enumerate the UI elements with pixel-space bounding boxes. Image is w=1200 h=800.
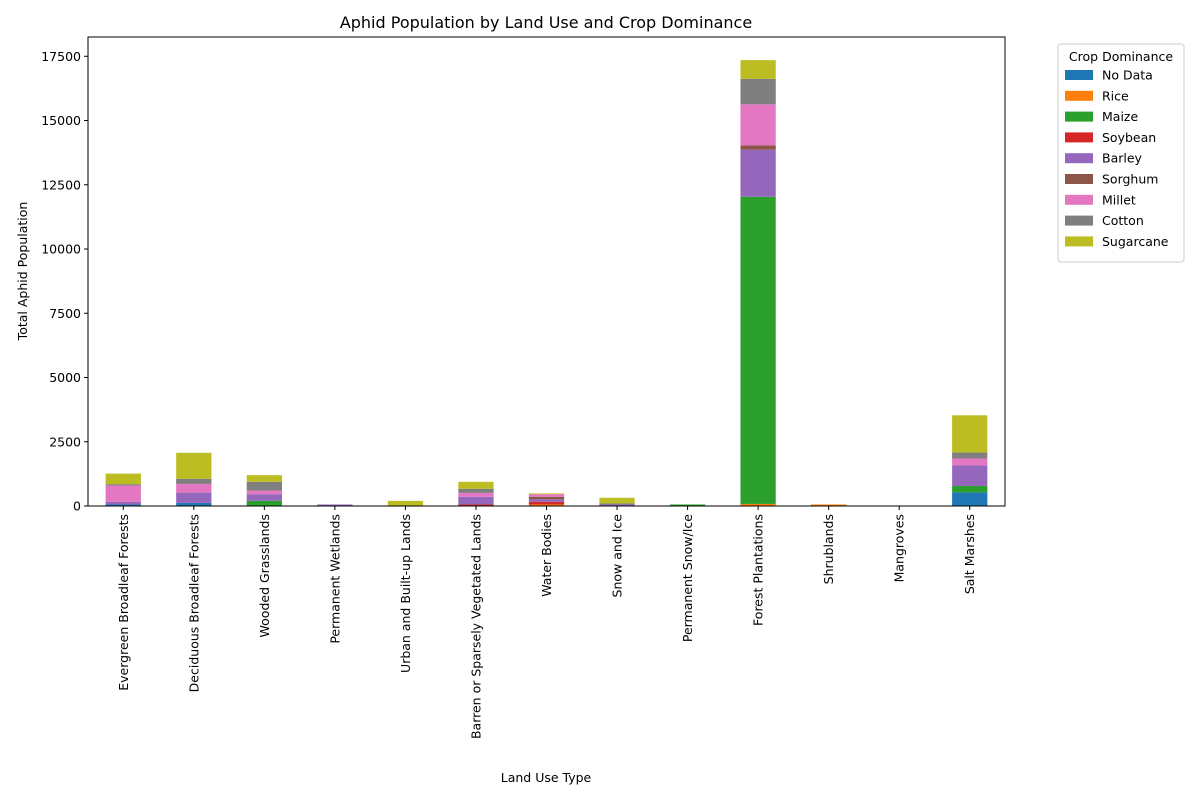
legend-swatch	[1065, 236, 1093, 247]
x-tick-label: Urban and Built-up Lands	[398, 514, 413, 673]
bar-segment	[105, 484, 141, 486]
bar-segment	[740, 104, 776, 146]
y-axis-label: Total Aphid Population	[15, 202, 30, 342]
bar-segment	[740, 145, 776, 150]
bar-segment	[176, 483, 212, 493]
legend-swatch	[1065, 132, 1093, 143]
x-tick-label: Mangroves	[892, 514, 907, 582]
y-tick-label: 12500	[41, 177, 81, 192]
bar-segment	[952, 415, 988, 453]
legend-swatch	[1065, 194, 1093, 205]
bar-segment	[528, 493, 565, 495]
bar-segment	[740, 149, 776, 197]
bar-segment	[176, 478, 212, 484]
bar-segment	[740, 60, 776, 79]
bar-segment	[105, 501, 141, 505]
bar-segment	[528, 504, 565, 506]
legend-label: Sorghum	[1102, 172, 1158, 187]
y-tick-label: 2500	[49, 434, 81, 449]
y-tick-label: 0	[73, 499, 81, 514]
bar-segment	[740, 503, 776, 506]
legend: Crop Dominance No Data Rice Maize Soybean Ba…	[1057, 43, 1185, 263]
legend-label: Barley	[1102, 151, 1143, 166]
legend-swatch	[1065, 111, 1093, 122]
bar-segment	[952, 458, 988, 466]
bar-segment	[246, 490, 282, 495]
bar-segment	[952, 485, 988, 493]
bar-segment	[528, 499, 565, 502]
legend-label: Soybean	[1102, 130, 1156, 145]
x-tick-label: Permanent Snow/Ice	[680, 514, 695, 642]
bar-segment	[740, 78, 776, 105]
bar-segment	[599, 497, 635, 504]
legend-label: Cotton	[1102, 213, 1144, 228]
bar-segment	[528, 501, 565, 505]
y-tick-label: 17500	[41, 49, 81, 64]
bar-segment	[105, 473, 141, 485]
legend-swatch	[1065, 90, 1093, 101]
y-tick-label: 7500	[49, 306, 81, 321]
bar-segment	[458, 492, 494, 497]
x-axis-label: Land Use Type	[501, 770, 592, 785]
legend-label: Rice	[1102, 88, 1129, 103]
bar-segment	[458, 481, 494, 489]
y-tick-label: 5000	[49, 370, 81, 385]
bar-segment	[952, 465, 988, 486]
bar-segment	[176, 492, 212, 503]
bar-segment	[246, 481, 282, 491]
bar-segment	[952, 492, 988, 506]
bar-segment	[599, 503, 635, 505]
chart-title: Aphid Population by Land Use and Crop Do…	[340, 13, 752, 32]
x-tick-label: Wooded Grasslands	[257, 514, 272, 637]
bar-segment	[105, 504, 141, 506]
bar-segment	[528, 496, 565, 500]
legend-label: Millet	[1102, 192, 1136, 207]
bar-segment	[740, 196, 776, 504]
legend-label: No Data	[1102, 68, 1153, 83]
x-tick-label: Permanent Wetlands	[327, 514, 342, 644]
bar-segment	[458, 488, 494, 493]
x-tick-label: Evergreen Broadleaf Forests	[116, 514, 131, 691]
y-tick-label: 10000	[41, 242, 81, 257]
legend-title: Crop Dominance	[1069, 49, 1173, 64]
plot-area: 0 2500 5000 7500 10000 12500 15000 17500 Evergre…	[41, 36, 1006, 739]
bar-segment	[458, 496, 494, 505]
x-tick-label: Shrublands	[821, 514, 836, 584]
bar-segment	[105, 485, 141, 502]
bar-segment	[176, 452, 212, 479]
bar-segment	[952, 452, 988, 459]
bar-segment	[811, 504, 847, 506]
bar-segment	[317, 504, 353, 506]
legend-label: Sugarcane	[1102, 234, 1169, 249]
x-tick-label: Barren or Sparsely Vegetated Lands	[468, 514, 483, 739]
legend-swatch	[1065, 153, 1093, 164]
bar-segment	[669, 504, 706, 506]
bar-segment	[246, 500, 282, 506]
bar-segment	[458, 504, 494, 506]
bar-segment	[176, 502, 212, 506]
x-tick-label: Forest Plantations	[751, 514, 766, 626]
legend-swatch	[1065, 215, 1093, 226]
legend-swatch	[1065, 70, 1093, 80]
bar-segment	[528, 494, 565, 497]
bar-segment	[246, 494, 282, 501]
bar-segment	[246, 475, 282, 482]
bar-segment	[387, 500, 424, 506]
x-tick-label: Deciduous Broadleaf Forests	[186, 514, 201, 692]
y-tick-label: 15000	[41, 113, 81, 128]
legend-label: Maize	[1102, 109, 1138, 124]
x-tick-label: Salt Marshes	[962, 514, 977, 594]
legend-swatch	[1065, 174, 1093, 184]
x-tick-label: Water Bodies	[539, 514, 554, 597]
bar-segment	[599, 504, 635, 506]
x-tick-label: Snow and Ice	[610, 514, 625, 598]
